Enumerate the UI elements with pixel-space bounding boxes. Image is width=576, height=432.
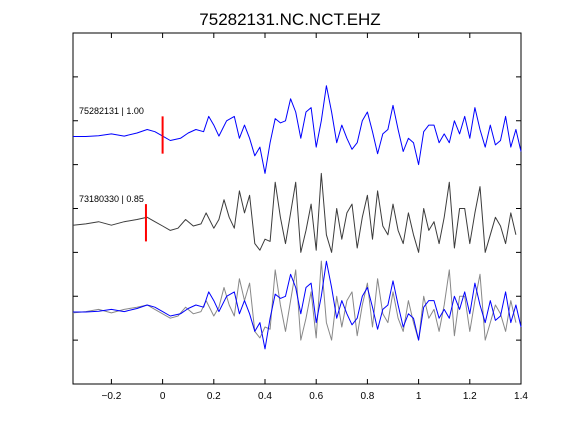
x-tick-label: 1 [416,391,422,402]
plot-area: −0.2 0 0.2 0.4 0.6 0.8 1 1.2 1.4 75282131 | 1.00 7… [72,32,528,402]
chart-title: 75282131.NC.NCT.EHZ [199,10,380,29]
x-tick-label: 0.4 [258,391,272,402]
x-tick-label: 0 [160,391,166,402]
x-tick-label: 0.6 [309,391,323,402]
x-tick-label: 0.8 [360,391,374,402]
x-tick-label: 1.2 [463,391,477,402]
trace-label: 73180330 | 0.85 [79,194,144,204]
trace-label: 75282131 | 1.00 [79,106,144,116]
overlay-trace-secondary [72,260,517,341]
x-tick-label: 1.4 [514,391,528,402]
trace-primary [73,85,522,174]
x-tick-label: 0.2 [207,391,221,402]
x-tick-label: −0.2 [102,391,122,402]
trace-secondary [72,172,517,253]
overlay-trace-primary [73,260,522,350]
